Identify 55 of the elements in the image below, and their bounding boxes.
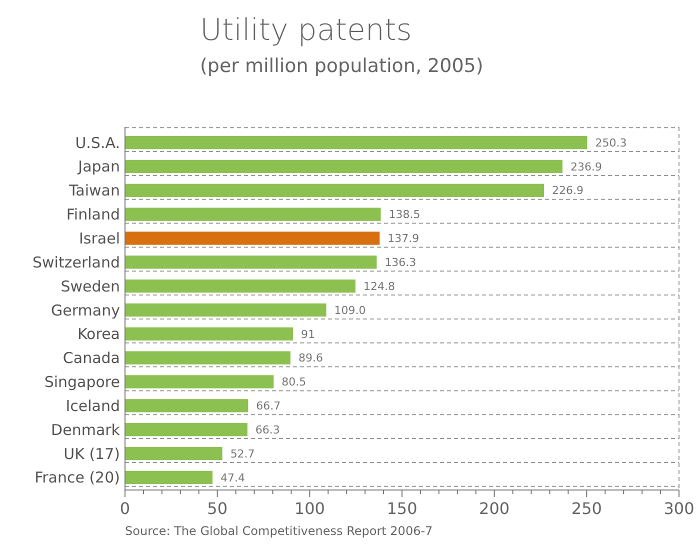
y-tick-label: Finland: [66, 206, 120, 224]
y-tick-label: Switzerland: [32, 253, 120, 272]
x-tick-label: 150: [386, 499, 418, 518]
data-label: 66.3: [255, 423, 280, 436]
y-tick-label: UK (17): [64, 444, 120, 463]
data-label: 66.7: [256, 400, 281, 413]
y-tick-label: Singapore: [44, 373, 120, 392]
bar: [125, 303, 326, 317]
source-note: Source: The Global Competitiveness Report 2006-7: [125, 524, 433, 538]
y-tick-label: Denmark: [51, 420, 120, 439]
bar: [125, 446, 222, 460]
bar: [125, 208, 381, 221]
data-label: 109.0: [334, 304, 366, 317]
x-tick-label: 200: [479, 499, 510, 518]
y-tick-label: Iceland: [66, 396, 120, 415]
y-tick-label: Taiwan: [68, 182, 120, 200]
data-label: 138.5: [388, 208, 420, 222]
bar: [125, 136, 588, 150]
x-tick-label: 300: [664, 499, 694, 518]
bar: [125, 327, 294, 340]
bar: [125, 470, 213, 484]
bar: [125, 184, 544, 197]
bar: [125, 256, 377, 269]
data-label: 250.3: [595, 136, 627, 150]
bar: [125, 232, 380, 245]
y-tick-label: France (20): [34, 468, 120, 487]
y-tick-label: Japan: [77, 158, 120, 176]
bar: [125, 423, 248, 436]
data-label: 89.6: [298, 352, 323, 365]
data-label: 80.5: [282, 376, 306, 389]
y-tick-label: Korea: [77, 325, 120, 344]
data-label: 236.9: [570, 160, 602, 174]
bar: [125, 160, 562, 174]
bar: [125, 280, 356, 293]
data-label: 136.3: [384, 256, 416, 270]
data-label: 137.9: [388, 232, 420, 246]
x-tick-label: 50: [207, 499, 228, 518]
data-label: 124.8: [363, 280, 395, 293]
bar: [125, 375, 274, 388]
chart-title: Utility patents: [200, 13, 412, 48]
y-tick-label: Canada: [62, 349, 120, 368]
data-label: 226.9: [552, 184, 584, 198]
bar: [125, 351, 290, 364]
data-label: 47.4: [220, 471, 246, 484]
chart-subtitle: (per million population, 2005): [200, 55, 484, 77]
x-tick-label: 100: [294, 499, 325, 518]
data-label: 91: [301, 328, 316, 341]
y-tick-label: U.S.A.: [75, 134, 120, 152]
y-tick-label: Germany: [51, 301, 120, 320]
y-tick-label: Israel: [79, 229, 120, 248]
x-tick-label: 250: [571, 499, 602, 518]
y-tick-label: Sweden: [60, 277, 120, 296]
x-tick-label: 0: [120, 499, 130, 518]
bar: [125, 399, 248, 412]
data-label: 52.7: [230, 447, 255, 460]
